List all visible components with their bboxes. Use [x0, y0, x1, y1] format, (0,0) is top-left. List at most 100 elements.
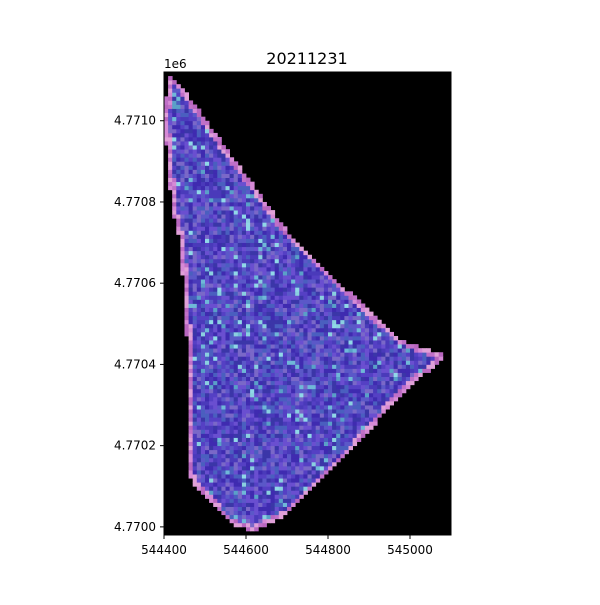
image-pixel [319, 388, 325, 394]
image-pixel [196, 470, 202, 475]
image-pixel [233, 352, 239, 357]
image-pixel [237, 465, 243, 471]
image-pixel [225, 250, 230, 256]
image-pixel [213, 222, 218, 227]
image-pixel [246, 470, 251, 475]
image-pixel [287, 368, 292, 373]
image-pixel [209, 490, 214, 495]
image-pixel [192, 413, 198, 418]
image-pixel [250, 344, 255, 349]
image-pixel [311, 352, 317, 357]
image-pixel [229, 291, 235, 296]
image-pixel [307, 344, 312, 349]
image-pixel [225, 433, 230, 438]
image-pixel [381, 396, 386, 402]
image-pixel [205, 120, 210, 126]
image-pixel [233, 210, 239, 215]
image-pixel [352, 400, 358, 406]
image-pixel [389, 400, 394, 406]
image-pixel [233, 441, 239, 447]
image-pixel [229, 299, 235, 304]
image-pixel [184, 299, 189, 304]
image-pixel [287, 360, 292, 365]
image-pixel [270, 279, 276, 284]
image-pixel [250, 218, 255, 223]
image-pixel [389, 376, 394, 382]
image-pixel [287, 291, 292, 296]
image-pixel [200, 478, 206, 483]
image-pixel [176, 88, 181, 93]
image-pixel [258, 193, 263, 199]
image-pixel [213, 145, 218, 150]
image-pixel [328, 437, 333, 442]
image-pixel [295, 457, 300, 463]
image-pixel [213, 169, 218, 174]
image-pixel [303, 340, 308, 345]
image-pixel [282, 352, 288, 357]
image-pixel [315, 283, 321, 288]
image-pixel [282, 299, 288, 304]
image-pixel [299, 482, 304, 487]
image-pixel [278, 319, 284, 325]
image-pixel [209, 311, 214, 317]
image-pixel [311, 315, 317, 321]
image-pixel [217, 250, 222, 256]
image-pixel [172, 141, 177, 146]
image-pixel [352, 384, 358, 390]
image-pixel [303, 429, 308, 434]
image-pixel [319, 425, 325, 430]
image-pixel [270, 266, 276, 272]
image-pixel [250, 392, 255, 398]
image-pixel [237, 405, 243, 410]
image-pixel [303, 388, 308, 394]
image-pixel [209, 177, 214, 183]
image-pixel [229, 283, 235, 288]
image-pixel [373, 348, 378, 353]
image-pixel [237, 254, 243, 260]
image-pixel [217, 465, 222, 471]
image-pixel [291, 405, 296, 410]
image-pixel [303, 461, 308, 467]
image-pixel [213, 193, 218, 199]
image-pixel [205, 486, 210, 491]
image-pixel [299, 368, 304, 373]
image-pixel [192, 214, 198, 219]
image-pixel [225, 437, 230, 442]
image-pixel [205, 478, 210, 483]
image-pixel [274, 465, 280, 471]
image-pixel [299, 331, 304, 337]
image-pixel [237, 518, 243, 524]
image-pixel [315, 429, 321, 434]
image-pixel [295, 291, 300, 296]
image-pixel [200, 136, 206, 142]
image-pixel [254, 197, 259, 203]
image-pixel [205, 457, 210, 463]
image-pixel [266, 287, 271, 292]
image-pixel [356, 307, 362, 313]
image-pixel [282, 445, 288, 451]
image-pixel [258, 514, 263, 520]
image-pixel [287, 303, 292, 308]
image-pixel [209, 275, 214, 280]
image-pixel [246, 526, 251, 532]
image-pixel [188, 185, 194, 191]
image-pixel [229, 238, 235, 243]
image-pixel [184, 250, 189, 256]
image-pixel [188, 165, 194, 170]
image-pixel [278, 445, 284, 451]
image-pixel [192, 409, 198, 414]
image-pixel [307, 486, 312, 491]
image-pixel [295, 348, 300, 353]
image-pixel [278, 376, 284, 382]
image-pixel [381, 364, 386, 369]
image-pixel [225, 368, 230, 373]
image-pixel [200, 230, 206, 235]
image-pixel [196, 279, 202, 284]
image-pixel [192, 161, 198, 166]
image-pixel [373, 413, 378, 418]
image-pixel [336, 319, 341, 325]
image-pixel [221, 429, 226, 434]
image-pixel [237, 291, 243, 296]
image-pixel [196, 323, 202, 329]
image-pixel [381, 384, 386, 390]
